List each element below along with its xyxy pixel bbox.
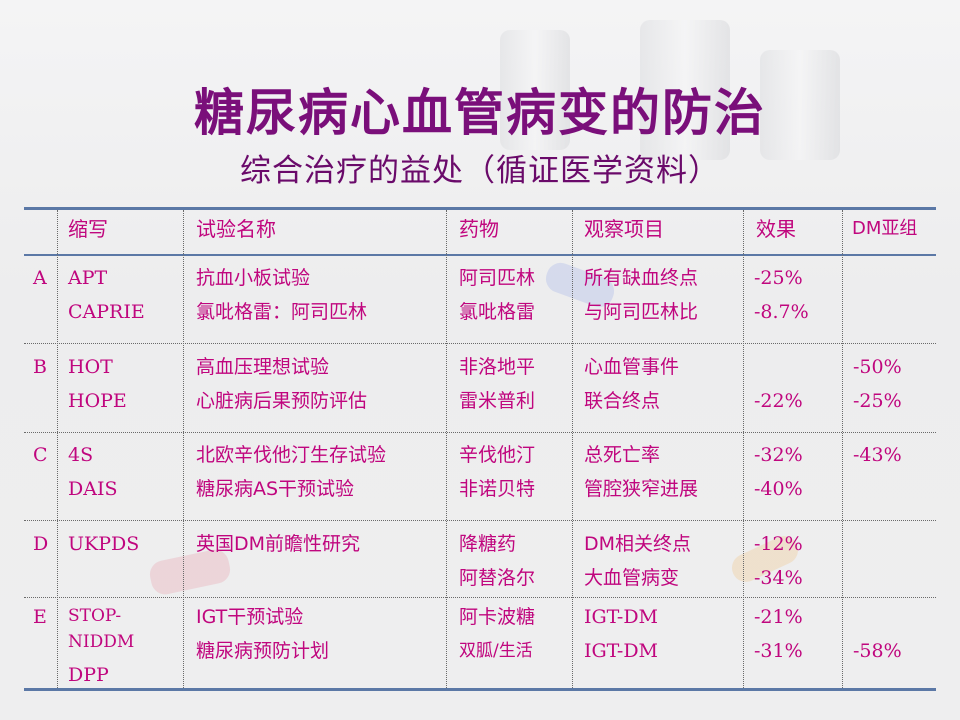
table-header-rule	[24, 254, 936, 256]
row-separator	[24, 432, 936, 433]
outcome-cell: IGT-DM	[584, 640, 659, 662]
abbreviation-cell: 4S	[68, 444, 94, 466]
drug-cell: 非洛地平	[459, 356, 536, 378]
trial-name-cell: 氯吡格雷：阿司匹林	[196, 301, 368, 323]
outcome-cell: 与阿司匹林比	[584, 301, 699, 323]
abbreviation-cell: CAPRIE	[68, 301, 145, 323]
outcome-cell: 所有缺血终点	[584, 267, 699, 289]
trial-name-cell: 心脏病后果预防评估	[196, 390, 368, 412]
column-separator	[183, 210, 184, 688]
trial-name-cell: 抗血小板试验	[196, 267, 311, 289]
effect-cell: -31%	[754, 640, 803, 662]
effect-cell: -25%	[754, 267, 803, 289]
abbreviation-cell: UKPDS	[68, 533, 140, 555]
trial-name-cell: IGT干预试验	[196, 606, 304, 628]
trial-name-cell: 糖尿病AS干预试验	[196, 478, 355, 500]
column-separator	[842, 210, 843, 688]
effect-cell: -40%	[754, 478, 803, 500]
effect-cell: -32%	[754, 444, 803, 466]
trial-name-cell: 糖尿病预防计划	[196, 640, 330, 662]
group-letter: D	[33, 533, 49, 555]
effect-cell: -8.7%	[754, 301, 809, 323]
column-separator	[446, 210, 447, 688]
column-separator	[743, 210, 744, 688]
group-letter: B	[33, 356, 47, 378]
drug-cell: 雷米普利	[459, 390, 536, 412]
trial-name-cell: 北欧辛伐他汀生存试验	[196, 444, 387, 466]
abbreviation-cell: HOT	[68, 356, 113, 378]
header-drug: 药物	[459, 217, 499, 241]
group-letter: C	[33, 444, 48, 466]
group-letter: E	[33, 606, 47, 628]
group-letter: A	[33, 267, 47, 289]
trial-name-cell: 高血压理想试验	[196, 356, 330, 378]
drug-cell: 降糖药	[459, 533, 517, 555]
outcome-cell: 管腔狭窄进展	[584, 478, 699, 500]
outcome-cell: IGT-DM	[584, 606, 659, 628]
dm-subgroup-cell: -43%	[853, 444, 902, 466]
drug-cell: 阿卡波糖	[459, 606, 536, 628]
header-dm-subgroup: DM亚组	[852, 218, 918, 239]
outcome-cell: 总死亡率	[584, 444, 661, 466]
row-separator	[24, 520, 936, 521]
header-outcome: 观察项目	[584, 217, 664, 241]
table-top-rule	[24, 207, 936, 210]
drug-cell: 非诺贝特	[459, 478, 536, 500]
drug-cell: 双胍/生活	[459, 641, 533, 661]
abbreviation-cell: NIDDM	[68, 632, 135, 652]
header-abbreviation: 缩写	[68, 217, 108, 241]
drug-cell: 氯吡格雷	[459, 301, 536, 323]
abbreviation-cell: HOPE	[68, 390, 127, 412]
outcome-cell: DM相关终点	[584, 533, 692, 555]
outcome-cell: 大血管病变	[584, 567, 680, 589]
header-trial-name: 试验名称	[196, 217, 276, 241]
drug-cell: 辛伐他汀	[459, 444, 536, 466]
row-separator	[24, 597, 936, 598]
abbreviation-cell: STOP-	[68, 606, 122, 626]
drug-cell: 阿替洛尔	[459, 567, 536, 589]
column-separator	[572, 210, 573, 688]
outcome-cell: 联合终点	[584, 390, 661, 412]
trial-name-cell: 英国DM前瞻性研究	[196, 533, 361, 555]
header-effect: 效果	[756, 217, 796, 241]
row-separator	[24, 343, 936, 344]
effect-cell: -12%	[754, 533, 803, 555]
column-separator	[57, 210, 58, 688]
effect-cell: -34%	[754, 567, 803, 589]
effect-cell: -22%	[754, 390, 803, 412]
effect-cell: -21%	[754, 606, 803, 628]
drug-cell: 阿司匹林	[459, 267, 536, 289]
dm-subgroup-cell: -58%	[853, 640, 902, 662]
dm-subgroup-cell: -25%	[853, 390, 902, 412]
abbreviation-cell: DAIS	[68, 478, 118, 500]
slide-subtitle: 综合治疗的益处（循证医学资料）	[240, 153, 720, 189]
dm-subgroup-cell: -50%	[853, 356, 902, 378]
abbreviation-cell: DPP	[68, 664, 109, 686]
outcome-cell: 心血管事件	[584, 356, 680, 378]
slide-title: 糖尿病心血管病变的防治	[194, 84, 766, 142]
abbreviation-cell: APT	[68, 267, 108, 289]
table-bottom-rule	[24, 688, 936, 691]
